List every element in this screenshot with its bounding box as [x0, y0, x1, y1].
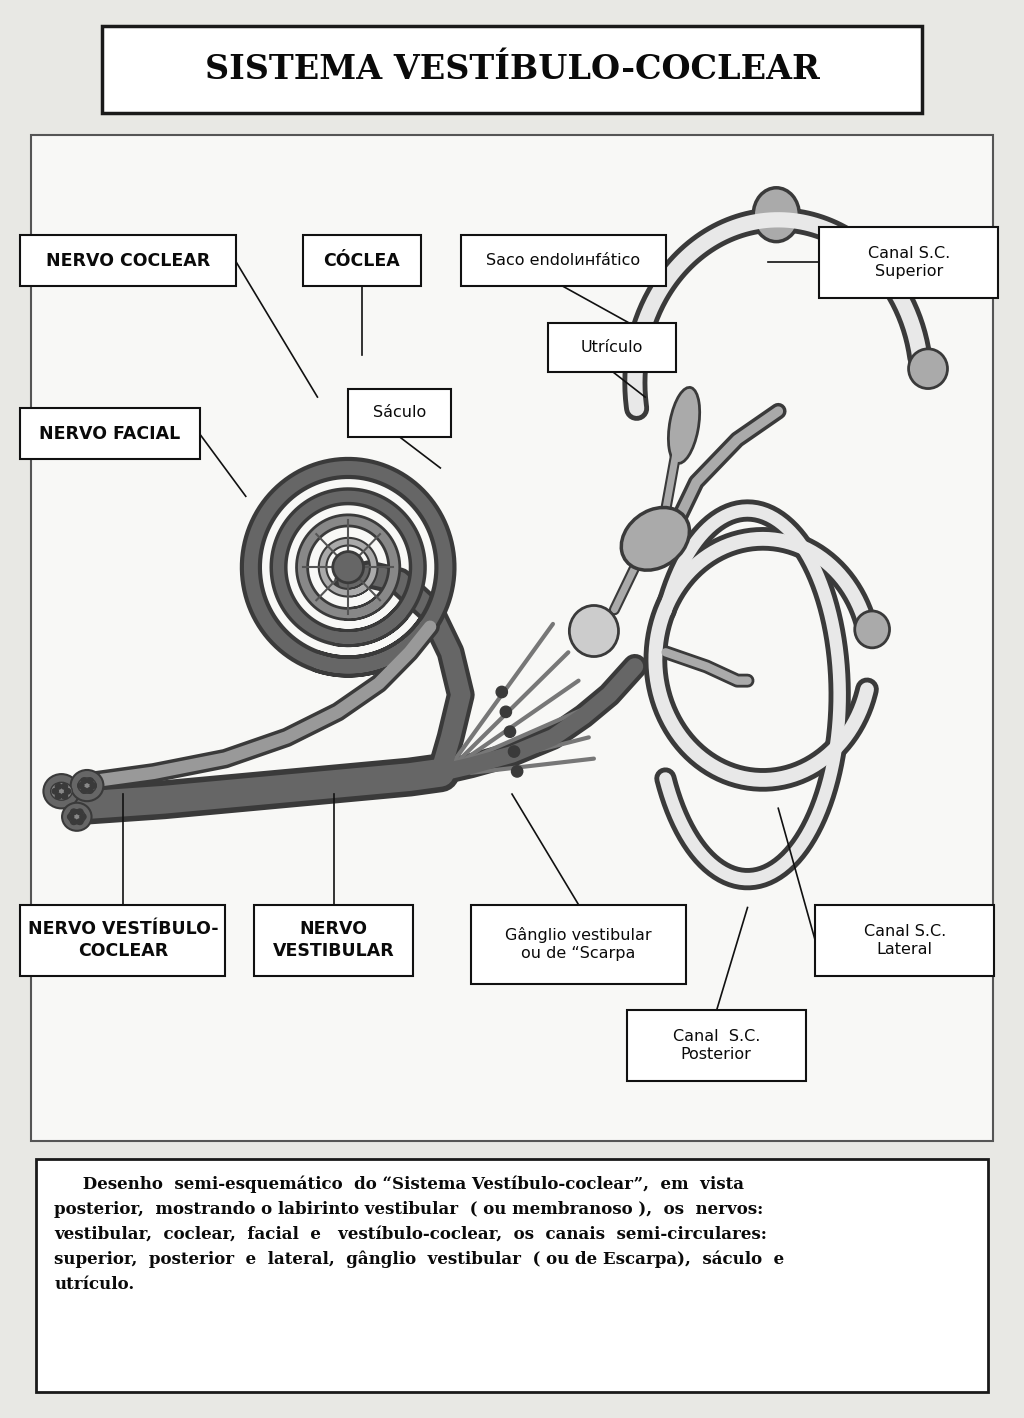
Ellipse shape	[78, 783, 84, 788]
Text: NERVO VESTÍBULO-
COCLEAR: NERVO VESTÍBULO- COCLEAR	[28, 920, 218, 960]
Text: CÓCLEA: CÓCLEA	[324, 252, 400, 269]
Ellipse shape	[622, 508, 689, 570]
Ellipse shape	[333, 552, 364, 583]
Ellipse shape	[908, 349, 947, 389]
Ellipse shape	[71, 818, 77, 824]
Ellipse shape	[69, 810, 85, 824]
FancyBboxPatch shape	[815, 905, 994, 976]
Text: Saco endolинfático: Saco endolинfático	[486, 254, 640, 268]
Ellipse shape	[669, 387, 699, 464]
Ellipse shape	[87, 778, 93, 784]
Text: SISTEMA VESTÍBULO-COCLEAR: SISTEMA VESTÍBULO-COCLEAR	[205, 52, 819, 86]
Ellipse shape	[500, 706, 512, 718]
Ellipse shape	[508, 746, 519, 757]
Ellipse shape	[512, 766, 522, 777]
FancyBboxPatch shape	[254, 905, 413, 976]
Ellipse shape	[80, 814, 86, 820]
Ellipse shape	[81, 778, 87, 784]
Ellipse shape	[62, 803, 91, 831]
FancyBboxPatch shape	[548, 323, 676, 372]
Ellipse shape	[55, 784, 61, 790]
Ellipse shape	[68, 814, 74, 820]
Text: Utrículo: Utrículo	[581, 340, 643, 354]
Ellipse shape	[87, 787, 93, 793]
FancyBboxPatch shape	[819, 227, 998, 298]
Ellipse shape	[51, 783, 72, 800]
Text: Canal S.C.
Lateral: Canal S.C. Lateral	[863, 923, 946, 957]
Bar	[31, 135, 993, 1141]
Text: Desenho  semi-esquemático  do “Sistema Vestíbulo-coclear”,  em  vista
posterior,: Desenho semi-esquemático do “Sistema Ves…	[54, 1176, 784, 1293]
Ellipse shape	[855, 611, 890, 648]
Text: Canal  S.C.
Posterior: Canal S.C. Posterior	[673, 1028, 760, 1062]
Ellipse shape	[496, 686, 508, 698]
FancyBboxPatch shape	[36, 1159, 988, 1392]
Ellipse shape	[71, 770, 103, 801]
FancyBboxPatch shape	[20, 905, 225, 976]
Ellipse shape	[61, 784, 68, 790]
Ellipse shape	[569, 605, 618, 657]
Ellipse shape	[77, 810, 83, 815]
Text: NERVO COCLEAR: NERVO COCLEAR	[46, 252, 210, 269]
FancyBboxPatch shape	[461, 235, 666, 286]
FancyBboxPatch shape	[471, 905, 686, 984]
Text: Canal S.C.
Superior: Canal S.C. Superior	[867, 245, 950, 279]
Ellipse shape	[504, 726, 515, 737]
Ellipse shape	[61, 793, 68, 798]
Text: Sáculo: Sáculo	[373, 406, 426, 420]
Text: NERVO FACIAL: NERVO FACIAL	[40, 425, 180, 442]
FancyBboxPatch shape	[303, 235, 421, 286]
Ellipse shape	[81, 787, 87, 793]
Ellipse shape	[71, 810, 77, 815]
Ellipse shape	[55, 793, 61, 798]
FancyBboxPatch shape	[20, 235, 236, 286]
Ellipse shape	[90, 783, 96, 788]
FancyBboxPatch shape	[348, 389, 451, 437]
Ellipse shape	[65, 788, 71, 794]
Text: Gânglio vestibular
ou de “Scarpa: Gânglio vestibular ou de “Scarpa	[505, 927, 652, 961]
Text: NERVO
VESTIBULAR: NERVO VESTIBULAR	[272, 920, 394, 960]
Ellipse shape	[77, 818, 83, 824]
FancyBboxPatch shape	[627, 1010, 806, 1081]
Ellipse shape	[43, 774, 80, 808]
FancyBboxPatch shape	[102, 26, 922, 113]
Ellipse shape	[78, 778, 96, 793]
Ellipse shape	[754, 187, 800, 241]
FancyBboxPatch shape	[20, 408, 200, 459]
Ellipse shape	[52, 788, 58, 794]
